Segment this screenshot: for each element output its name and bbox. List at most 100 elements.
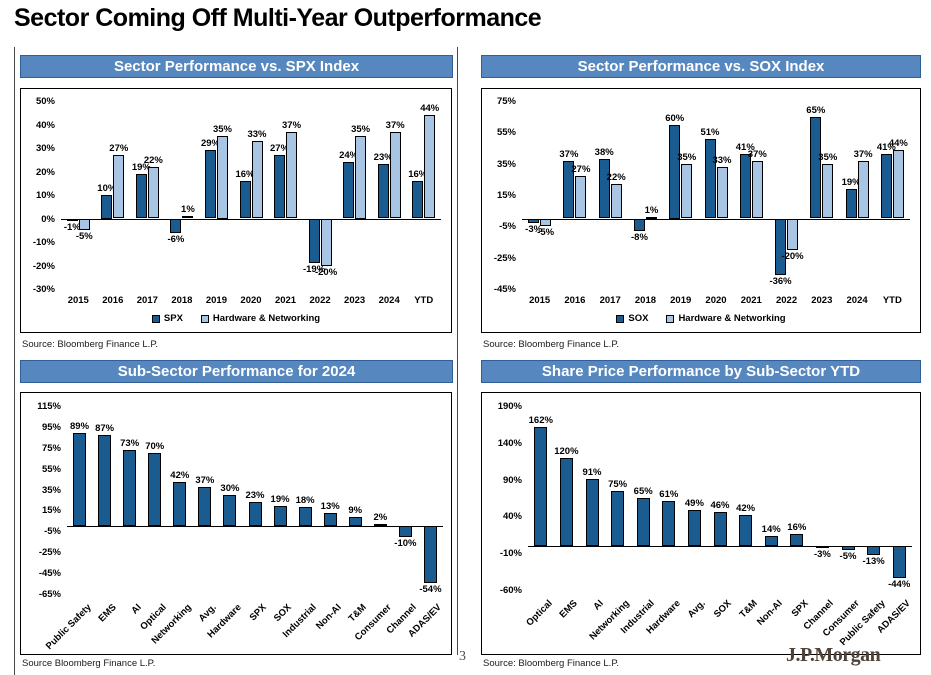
value-label: 1% [644,204,659,216]
y-tick-label: -10% [499,548,522,560]
x-category-label: SOX [711,598,734,620]
value-label: 75% [608,478,628,490]
bar [633,218,645,232]
bar [892,545,906,579]
source-note-subsector-ytd: Source: Bloomberg Finance L.P. [483,658,620,669]
y-tick-label: -25% [493,252,516,264]
chart-header-spx: Sector Performance vs. SPX Index [20,55,453,78]
x-category-label: Non-AI [314,602,344,632]
value-label: 14% [761,523,781,535]
x-category-label: 2020 [705,295,727,306]
chart-sox-vs-sector: 75% 55% 35% 15% -5% -25% -45% -3% 37% 38% -8% 60% 51… [481,88,921,333]
chart-legend: SPX Hardware & Networking [21,313,451,324]
bar [528,218,540,224]
y-tick-label: 0% [41,213,55,225]
value-label: 18% [295,495,315,507]
bar [815,545,829,549]
x-category-label: 2021 [740,295,762,306]
y-tick-label: -5% [499,221,516,233]
chart-subsector-2024: 115% 95% 75% 55% 35% 15% -5% -25% -45% -65% 89% 87%… [20,392,452,655]
y-tick-label: 55% [41,463,61,475]
x-axis-line [61,218,441,220]
bar [373,524,387,527]
legend-swatch-light [666,314,675,323]
bar [636,498,650,546]
bar [320,218,332,266]
y-tick-label: 115% [37,401,61,412]
value-label: -44% [888,579,911,591]
y-tick-label: 40% [35,119,55,131]
x-category-label: 2017 [136,295,158,306]
value-label: 44% [888,137,908,149]
bar [739,154,751,219]
y-tick-label: 75% [496,96,516,107]
x-category-label: Avg. [686,598,709,621]
value-label: 10% [97,183,117,194]
page-number: 3 [459,649,466,664]
bar [286,131,298,219]
bar [204,150,216,219]
value-label: 24% [339,150,359,162]
y-tick-label: 35% [41,484,61,496]
bar [113,155,125,219]
value-label: 65% [806,104,826,116]
value-label: 33% [247,128,267,140]
bar [598,158,610,219]
bar [173,482,187,527]
bar [716,166,728,219]
value-label: 49% [684,497,704,509]
bar [775,218,787,275]
y-tick-label: 30% [35,143,55,154]
x-category-label: AI [591,598,606,613]
y-tick-label: -45% [38,568,61,580]
x-category-label: SPX [789,598,811,620]
legend-item: SOX [616,313,648,324]
x-category-label: YTD [882,295,902,306]
bar [790,534,804,546]
y-tick-label: 20% [35,166,55,178]
bar [822,163,834,219]
bar [123,449,137,527]
x-category-label: 2024 [378,295,400,306]
center-column-rule [457,47,458,655]
bar [198,487,212,527]
value-label: 35% [351,124,371,136]
bar [274,155,286,219]
value-label: 13% [320,500,340,512]
value-label: 2% [373,512,388,524]
value-label: 38% [594,146,614,158]
bar [610,184,622,219]
value-label: 35% [677,151,697,163]
value-label: 16% [408,168,428,180]
bar [98,435,112,527]
bar [323,512,337,527]
x-category-label: Optical [524,598,555,629]
value-label: 44% [420,103,440,115]
bar [135,173,147,219]
x-category-label: 2018 [171,295,193,306]
value-label: 1% [181,204,195,216]
value-label: 23% [245,490,265,502]
bar [857,160,869,219]
value-label: 61% [659,488,679,500]
legend-swatch-light [200,314,209,323]
value-label: 37% [385,119,405,131]
value-label: 27% [270,143,290,155]
y-tick-label: -60% [499,585,522,596]
bar [787,218,799,250]
bar [170,218,182,233]
value-label: -8% [631,232,648,244]
bar [534,426,548,546]
x-axis-line [67,526,443,528]
y-tick-label: -25% [38,547,61,559]
bar [892,149,904,219]
value-label: 42% [736,502,756,514]
value-label: 70% [145,441,165,452]
bar [662,500,676,546]
y-tick-label: 15% [41,505,61,517]
bar [841,545,855,550]
value-label: -20% [781,250,804,262]
bar [559,457,573,546]
bar [810,116,822,219]
bar [355,136,367,219]
